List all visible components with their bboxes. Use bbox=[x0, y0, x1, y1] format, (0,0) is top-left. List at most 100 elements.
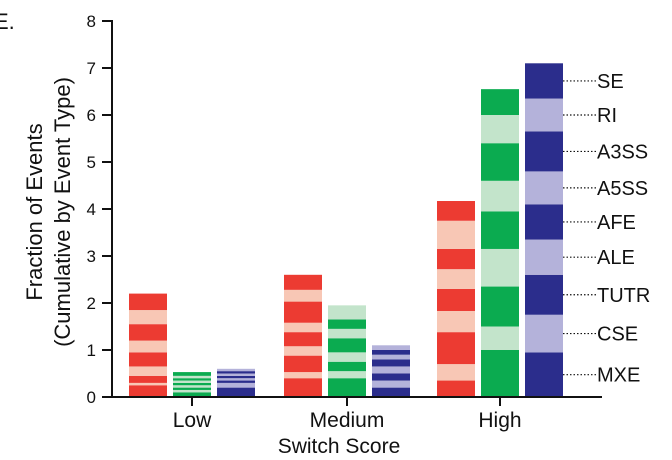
bar-segment-mxe bbox=[328, 378, 366, 397]
bar-segment-cse bbox=[328, 371, 366, 379]
bar-segment-a3ss bbox=[129, 324, 167, 341]
bar-segment-tutr bbox=[217, 380, 255, 383]
bar-segment-ale bbox=[525, 239, 563, 275]
bar-segment-ri bbox=[328, 305, 366, 320]
bar-segment-se bbox=[525, 63, 563, 99]
bar-segment-mxe bbox=[173, 392, 211, 397]
bar-segment-mxe bbox=[129, 385, 167, 397]
bar-segment-ale bbox=[173, 385, 211, 388]
bar-segment-ale bbox=[328, 352, 366, 362]
bar-segment-a5ss bbox=[328, 328, 366, 339]
y-axis-title-line-2: (Cumulative by Event Type) bbox=[50, 77, 75, 347]
segment-label-tutr: TUTR bbox=[597, 285, 650, 307]
bar-segment-tutr bbox=[173, 387, 211, 390]
bar-segment-afe bbox=[328, 338, 366, 353]
bar-segment-cse bbox=[129, 382, 167, 386]
bar-segment-mxe bbox=[284, 378, 322, 397]
bar-segment-se bbox=[481, 89, 519, 115]
bar-segment-a5ss bbox=[173, 380, 211, 383]
x-category-label: Low bbox=[173, 409, 212, 432]
bar-segment-ale bbox=[129, 366, 167, 376]
bar-segment-tutr bbox=[284, 355, 322, 373]
bar-segment-cse bbox=[173, 389, 211, 393]
bar-segment-ale bbox=[372, 366, 410, 374]
bar-segment-cse bbox=[437, 364, 475, 381]
bar-segment-ri bbox=[372, 345, 410, 350]
bar-segment-se bbox=[173, 372, 211, 376]
segment-label-cse: CSE bbox=[597, 324, 638, 346]
bar-segment-a5ss bbox=[217, 373, 255, 376]
y-tick-label: 0 bbox=[87, 388, 96, 407]
bar-segment-se bbox=[129, 293, 167, 311]
bar-segment-a3ss bbox=[284, 301, 322, 323]
bar-segment-a3ss bbox=[437, 248, 475, 270]
bar-segment-cse bbox=[284, 372, 322, 379]
bar-segment-cse bbox=[217, 382, 255, 388]
bar-segment-cse bbox=[372, 380, 410, 388]
segment-label-a3ss: A3SS bbox=[597, 141, 648, 163]
bar-segment-ri bbox=[129, 310, 167, 325]
bar-segment-afe bbox=[129, 352, 167, 367]
y-tick-label: 5 bbox=[87, 153, 96, 172]
bar-segment-ri bbox=[217, 368, 255, 372]
bar-segment-mxe bbox=[481, 350, 519, 397]
panel-label: E. bbox=[0, 9, 15, 34]
x-category-label: High bbox=[478, 409, 521, 432]
y-axis-title: Fraction of Events (Cumulative by Event … bbox=[22, 77, 75, 347]
bars bbox=[129, 63, 563, 397]
bar-segment-tutr bbox=[129, 375, 167, 383]
bar-segment-a3ss bbox=[328, 319, 366, 329]
bar-segment-mxe bbox=[217, 387, 255, 397]
segment-label-afe: AFE bbox=[597, 212, 636, 234]
bar-segment-tutr bbox=[372, 373, 410, 381]
x-axis-title: Switch Score bbox=[278, 435, 401, 458]
y-tick-label: 8 bbox=[87, 12, 96, 31]
y-tick-label: 4 bbox=[87, 200, 96, 219]
bar-segment-a3ss bbox=[525, 131, 563, 172]
bar-segment-tutr bbox=[437, 332, 475, 365]
bar-segment-afe bbox=[173, 382, 211, 386]
bar-segment-cse bbox=[481, 326, 519, 350]
bar-segment-a5ss bbox=[284, 322, 322, 333]
segment-labels: MXE CSE TUTR ALE AFE A5SS A3SS RI SE bbox=[563, 71, 650, 387]
bar-segment-ri bbox=[437, 220, 475, 249]
y-tick-label: 1 bbox=[87, 341, 96, 360]
segment-label-mxe: MXE bbox=[597, 365, 640, 387]
bar-segment-a5ss bbox=[525, 171, 563, 205]
bar-segment-afe bbox=[437, 288, 475, 311]
bar-segment-a3ss bbox=[173, 378, 211, 381]
bar-segment-ale bbox=[481, 248, 519, 287]
y-tick-label: 6 bbox=[87, 106, 96, 125]
bar-segment-afe bbox=[372, 359, 410, 367]
bar-segment-a5ss bbox=[372, 354, 410, 360]
bar-segment-afe bbox=[525, 204, 563, 240]
bar-segment-se bbox=[437, 201, 475, 221]
bar-segment-mxe bbox=[372, 387, 410, 397]
bar-segment-se bbox=[284, 274, 322, 290]
bar-segment-a5ss bbox=[481, 180, 519, 212]
bar-segment-ale bbox=[437, 310, 475, 333]
segment-label-se: SE bbox=[597, 71, 624, 93]
segment-label-a5ss: A5SS bbox=[597, 178, 648, 200]
y-axis: 0 1 2 3 4 5 6 7 8 bbox=[87, 12, 113, 407]
bar-segment-a5ss bbox=[129, 340, 167, 353]
segment-label-ale: ALE bbox=[597, 247, 635, 269]
x-category-label: Medium bbox=[310, 409, 385, 432]
bar-segment-a5ss bbox=[437, 269, 475, 289]
bar-segment-a3ss bbox=[481, 143, 519, 181]
bar-segment-afe bbox=[217, 375, 255, 379]
bar-segment-tutr bbox=[525, 274, 563, 315]
bar-segment-ri bbox=[525, 98, 563, 132]
bar-segment-ri bbox=[481, 115, 519, 144]
y-tick-label: 7 bbox=[87, 59, 96, 78]
bar-segment-ri bbox=[284, 289, 322, 302]
bar-segment-tutr bbox=[328, 361, 366, 372]
segment-label-ri: RI bbox=[597, 105, 617, 127]
bar-segment-afe bbox=[481, 211, 519, 249]
bar-segment-ri bbox=[173, 375, 211, 379]
y-tick-label: 3 bbox=[87, 247, 96, 266]
bar-segment-ale bbox=[217, 378, 255, 381]
y-tick-label: 2 bbox=[87, 294, 96, 313]
bar-segment-ale bbox=[284, 346, 322, 356]
